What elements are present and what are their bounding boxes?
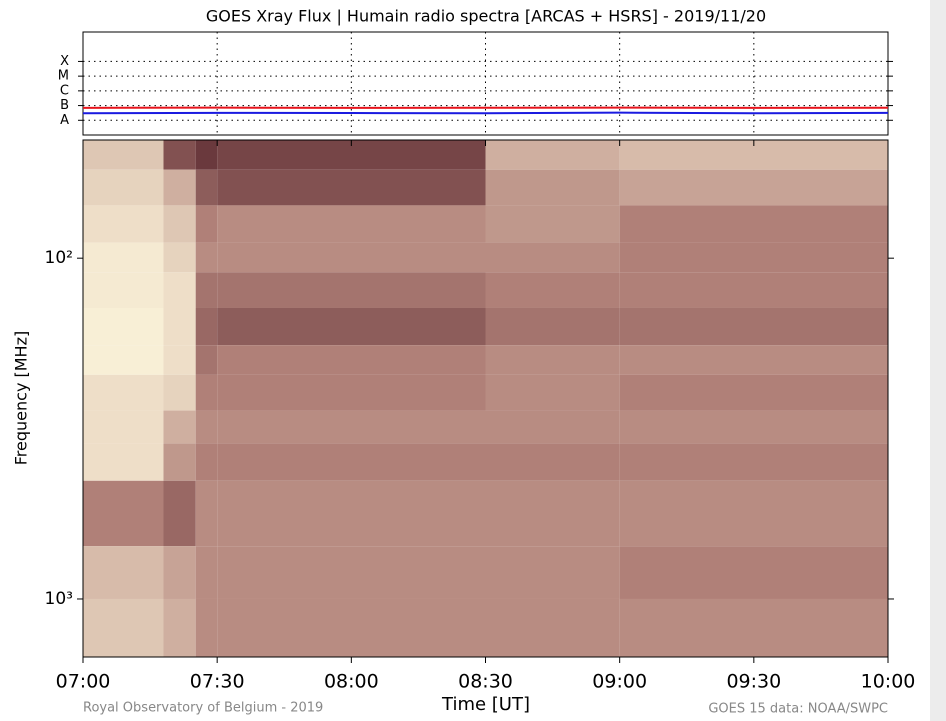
heatmap-cell bbox=[83, 410, 164, 444]
chart-title: GOES Xray Flux | Humain radio spectra [A… bbox=[206, 7, 766, 26]
flux-line bbox=[82, 111, 889, 115]
y-axis-label: Frequency [MHz] bbox=[12, 331, 31, 465]
heatmap-cell bbox=[83, 205, 164, 243]
heatmap-cell bbox=[195, 272, 218, 308]
heatmap-cell bbox=[485, 307, 620, 346]
heatmap-cell bbox=[485, 443, 620, 481]
heatmap-cell bbox=[485, 546, 620, 599]
x-tick-label: 10:00 bbox=[861, 671, 916, 693]
y-tick-label: B bbox=[60, 98, 69, 113]
heatmap-cell bbox=[485, 169, 620, 206]
x-tick-label: 07:00 bbox=[56, 671, 111, 693]
x-tick-label: 09:30 bbox=[726, 671, 781, 693]
heatmap-cell bbox=[217, 242, 486, 273]
heatmap-cell bbox=[485, 598, 620, 657]
heatmap-cell bbox=[619, 345, 888, 375]
heatmap-cell bbox=[83, 374, 164, 411]
heatmap-cell bbox=[163, 272, 196, 308]
heatmap-cell bbox=[195, 443, 218, 481]
heatmap-cell bbox=[163, 242, 196, 273]
heatmap-cell bbox=[217, 546, 486, 599]
heatmap-cell bbox=[195, 140, 218, 170]
side-strip bbox=[930, 0, 946, 721]
heatmap-cell bbox=[217, 272, 486, 308]
heatmap-cell bbox=[619, 546, 888, 599]
heatmap-cell bbox=[83, 443, 164, 481]
heatmap-cell bbox=[163, 546, 196, 599]
plot-frame bbox=[82, 31, 889, 136]
heatmap-cell bbox=[195, 480, 218, 547]
heatmap-cell bbox=[195, 598, 218, 657]
heatmap-cell bbox=[619, 443, 888, 481]
heatmap-cell bbox=[217, 598, 486, 657]
heatmap-cell bbox=[619, 480, 888, 547]
y-tick-label: X bbox=[60, 54, 69, 69]
heatmap-cell bbox=[83, 345, 164, 375]
heatmap-cell bbox=[163, 374, 196, 411]
heatmap-cell bbox=[619, 169, 888, 206]
heatmap-cell bbox=[619, 374, 888, 411]
heatmap-cell bbox=[83, 546, 164, 599]
heatmap-cell bbox=[217, 480, 486, 547]
heatmap-cell bbox=[195, 374, 218, 411]
heatmap-cell bbox=[217, 307, 486, 346]
heatmap-cell bbox=[485, 410, 620, 444]
footer-right: GOES 15 data: NOAA/SWPC bbox=[708, 702, 888, 717]
heatmap-cell bbox=[83, 140, 164, 170]
heatmap-cell bbox=[217, 443, 486, 481]
y-tick-label: A bbox=[60, 113, 69, 128]
x-tick-label: 08:30 bbox=[458, 671, 513, 693]
heatmap-cell bbox=[485, 205, 620, 243]
heatmap-cell bbox=[195, 410, 218, 444]
heatmap-cell bbox=[485, 345, 620, 375]
heatmap-cell bbox=[83, 242, 164, 273]
heatmap-cell bbox=[163, 307, 196, 346]
heatmap-cell bbox=[83, 598, 164, 657]
heatmap-cell bbox=[195, 169, 218, 206]
heatmap-cell bbox=[195, 345, 218, 375]
heatmap-cell bbox=[485, 272, 620, 308]
x-tick-label: 08:00 bbox=[324, 671, 379, 693]
heatmap-cell bbox=[163, 205, 196, 243]
heatmap-cell bbox=[195, 546, 218, 599]
heatmap-cell bbox=[485, 374, 620, 411]
heatmap-cell bbox=[485, 242, 620, 273]
heatmap-cell bbox=[195, 307, 218, 346]
heatmap-cell bbox=[217, 345, 486, 375]
y-tick-label: M bbox=[58, 69, 69, 84]
heatmap-cell bbox=[163, 443, 196, 481]
heatmap-cell bbox=[619, 307, 888, 346]
heatmap-cell bbox=[619, 598, 888, 657]
heatmap-cell bbox=[163, 598, 196, 657]
heatmap-cell bbox=[83, 307, 164, 346]
heatmap-cell bbox=[83, 169, 164, 206]
y-tick-label: 10³ bbox=[45, 589, 73, 609]
x-tick-label: 07:30 bbox=[190, 671, 245, 693]
heatmap-cell bbox=[163, 140, 196, 170]
heatmap-cell bbox=[217, 410, 486, 444]
y-tick-label: 10² bbox=[45, 248, 73, 268]
heatmap-cell bbox=[163, 410, 196, 444]
footer-left: Royal Observatory of Belgium - 2019 bbox=[83, 701, 323, 716]
x-tick-label: 09:00 bbox=[592, 671, 647, 693]
heatmap-cell bbox=[83, 480, 164, 547]
heatmap-cell bbox=[163, 345, 196, 375]
heatmap-cell bbox=[619, 205, 888, 243]
heatmap-cell bbox=[619, 242, 888, 273]
heatmap-cell bbox=[195, 205, 218, 243]
heatmap-cell bbox=[163, 169, 196, 206]
heatmap-cell bbox=[163, 480, 196, 547]
heatmap-cell bbox=[485, 140, 620, 170]
heatmap-cell bbox=[619, 272, 888, 308]
heatmap-cell bbox=[217, 169, 486, 206]
x-axis-label: Time [UT] bbox=[441, 694, 530, 715]
y-tick-label: C bbox=[60, 83, 69, 98]
heatmap-cell bbox=[195, 242, 218, 273]
heatmap-cell bbox=[485, 480, 620, 547]
heatmap-cell bbox=[217, 205, 486, 243]
heatmap-cell bbox=[217, 374, 486, 411]
heatmap-cell bbox=[619, 410, 888, 444]
heatmap-cell bbox=[83, 272, 164, 308]
